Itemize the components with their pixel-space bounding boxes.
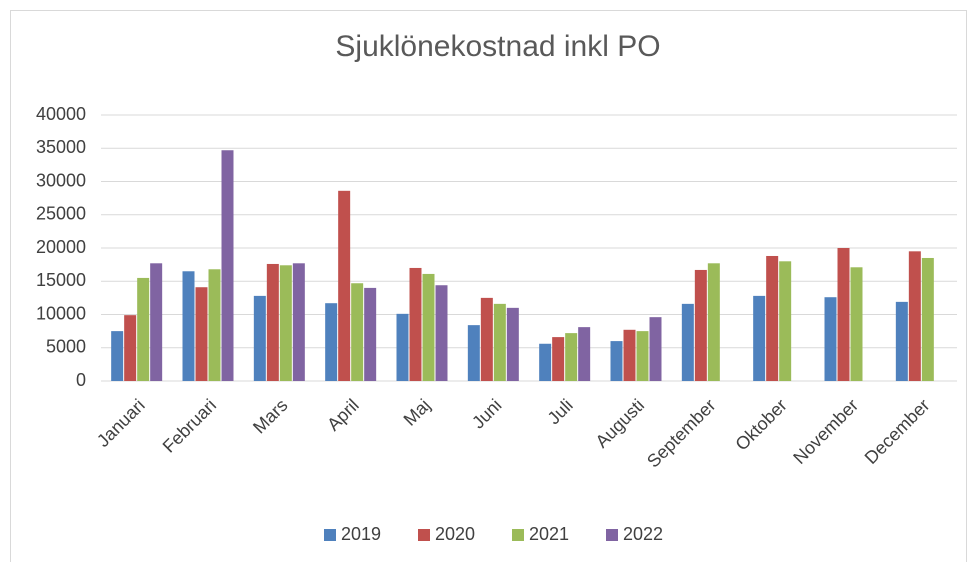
y-tick-label: 15000 [36, 270, 86, 290]
y-tick-label: 40000 [36, 104, 86, 124]
bar [565, 333, 578, 381]
bar [779, 261, 792, 381]
bar [895, 301, 908, 381]
bar [435, 285, 448, 381]
bar [137, 277, 150, 381]
bar [279, 265, 292, 381]
bar [539, 343, 552, 381]
bar [266, 263, 279, 381]
bar [480, 297, 493, 381]
chart-border [10, 10, 967, 562]
bar [908, 251, 921, 381]
legend-label: 2021 [529, 524, 569, 544]
bar [578, 327, 591, 381]
bar [253, 295, 266, 381]
bar [111, 331, 124, 381]
bar [396, 313, 409, 381]
bar [623, 329, 636, 381]
bar [850, 267, 863, 381]
chart-title: Sjuklönekostnad inkl PO [335, 30, 660, 63]
legend-swatch [324, 529, 336, 541]
bar [610, 341, 623, 381]
bar [467, 325, 480, 381]
bar [325, 303, 338, 381]
legend-swatch [512, 529, 524, 541]
legend-label: 2020 [435, 524, 475, 544]
bar [195, 287, 208, 381]
bar [338, 190, 351, 381]
legend-swatch [418, 529, 430, 541]
bar [221, 150, 234, 381]
y-tick-label: 30000 [36, 170, 86, 190]
bar [552, 337, 565, 381]
bar [753, 295, 766, 381]
bar [921, 257, 934, 381]
bar [351, 283, 364, 381]
y-tick-label: 20000 [36, 237, 86, 257]
bar [364, 287, 377, 381]
y-tick-label: 35000 [36, 137, 86, 157]
bar [649, 317, 662, 381]
y-tick-label: 25000 [36, 204, 86, 224]
bar [824, 297, 837, 381]
bar [707, 263, 720, 381]
bar [208, 269, 221, 381]
bar [409, 267, 422, 381]
bar [124, 315, 137, 381]
legend-label: 2019 [341, 524, 381, 544]
y-tick-label: 5000 [46, 337, 86, 357]
bar [150, 263, 163, 381]
bar [292, 263, 305, 381]
legend-swatch [606, 529, 618, 541]
bar [422, 273, 435, 381]
bar [506, 307, 519, 381]
bar [837, 248, 850, 381]
legend-label: 2022 [623, 524, 663, 544]
bar [636, 331, 649, 381]
bar [182, 271, 195, 381]
bar [766, 255, 779, 381]
bar [694, 269, 707, 381]
bar [681, 303, 694, 381]
bar [493, 303, 506, 381]
y-tick-label: 10000 [36, 303, 86, 323]
y-tick-label: 0 [76, 370, 86, 390]
